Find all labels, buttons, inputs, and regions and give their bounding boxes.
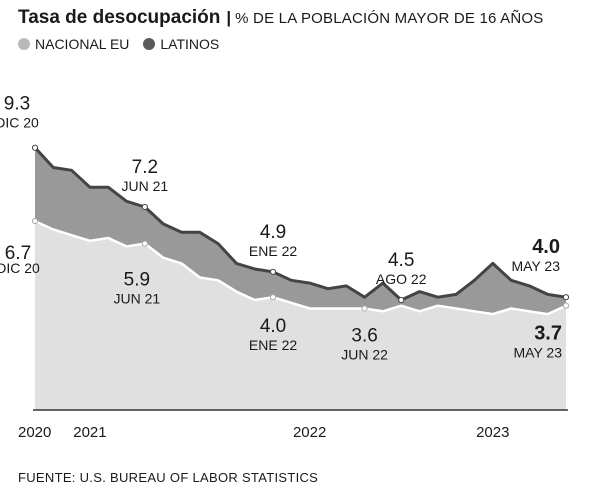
- annotation-date: MAY 23: [511, 258, 560, 274]
- data-point-marker: [31, 144, 39, 151]
- nacional-line: [34, 219, 567, 316]
- legend-item-latinos: LATINOS: [143, 36, 219, 52]
- annotation-date: ENE 22: [249, 243, 297, 259]
- annotation-date: JUN 22: [341, 346, 388, 362]
- annotation-date: AGO 22: [376, 271, 427, 287]
- legend-label-latinos: LATINOS: [160, 36, 220, 52]
- annotation-value: 4.0: [532, 236, 560, 258]
- data-point-marker: [141, 240, 148, 247]
- annotation-value: 5.9: [124, 270, 150, 291]
- annotation-value: 6.7: [5, 243, 31, 264]
- data-point-marker: [562, 302, 570, 309]
- chart-subtitle: % DE LA POBLACIÓN MAYOR DE 16 AÑOS: [235, 10, 544, 27]
- annotation-date: JUN 21: [114, 291, 161, 307]
- annotation-value: 4.9: [260, 222, 286, 243]
- annotation-value: 9.3: [4, 94, 30, 115]
- x-tick-label: 2020: [18, 424, 51, 441]
- data-point-marker: [562, 294, 570, 301]
- annotation-value: 4.5: [388, 250, 414, 271]
- x-tick-label: 2023: [476, 424, 509, 441]
- annotation-date: DIC 20: [0, 260, 40, 276]
- legend-label-nacional: NACIONAL EU: [35, 36, 130, 52]
- data-point-marker: [141, 203, 148, 211]
- annotation-date: ENE 22: [249, 337, 297, 353]
- chart-legend: NACIONAL EU LATINOS: [18, 36, 227, 52]
- data-point-marker: [31, 217, 39, 225]
- data-point-marker: [361, 305, 368, 312]
- nacional-area: [35, 221, 566, 410]
- legend-swatch-latinos: [143, 38, 156, 50]
- chart-header: Tasa de desocupación |% DE LA POBLACIÓN M…: [18, 6, 543, 31]
- legend-swatch-nacional: [18, 38, 30, 50]
- annotation-date: DIC 20: [0, 115, 39, 131]
- data-point-marker: [269, 268, 277, 275]
- data-point-marker: [269, 294, 277, 301]
- annotation-value: 3.7: [534, 323, 562, 345]
- annotation-value: 3.6: [351, 325, 377, 346]
- data-point-marker: [398, 296, 405, 304]
- annotation-value: 4.0: [260, 316, 286, 337]
- latinos-line: [33, 146, 567, 302]
- x-tick-label: 2022: [293, 424, 326, 441]
- legend-item-nacional: NACIONAL EU: [18, 36, 129, 52]
- annotation-value: 7.2: [132, 157, 158, 178]
- x-tick-label: 2021: [73, 424, 106, 441]
- annotation-date: MAY 23: [513, 345, 562, 361]
- title-separator: |: [226, 8, 232, 27]
- chart-title: Tasa de desocupación: [18, 7, 221, 28]
- annotation-date: JUN 21: [122, 178, 169, 194]
- source-note: FUENTE: U.S. BUREAU OF LABOR STATISTICS: [18, 470, 319, 485]
